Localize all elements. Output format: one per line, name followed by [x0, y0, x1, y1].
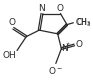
Text: O: O — [57, 4, 64, 13]
Text: CH$_3$: CH$_3$ — [75, 16, 91, 29]
Text: N: N — [61, 44, 68, 53]
Text: CH₃: CH₃ — [77, 18, 91, 27]
Text: N: N — [39, 4, 45, 13]
Text: O: O — [75, 40, 82, 49]
Text: O: O — [9, 18, 16, 27]
Text: OH: OH — [2, 51, 16, 60]
Text: O$^-$: O$^-$ — [48, 65, 63, 76]
Text: $^{\pm}$: $^{\pm}$ — [65, 43, 71, 49]
